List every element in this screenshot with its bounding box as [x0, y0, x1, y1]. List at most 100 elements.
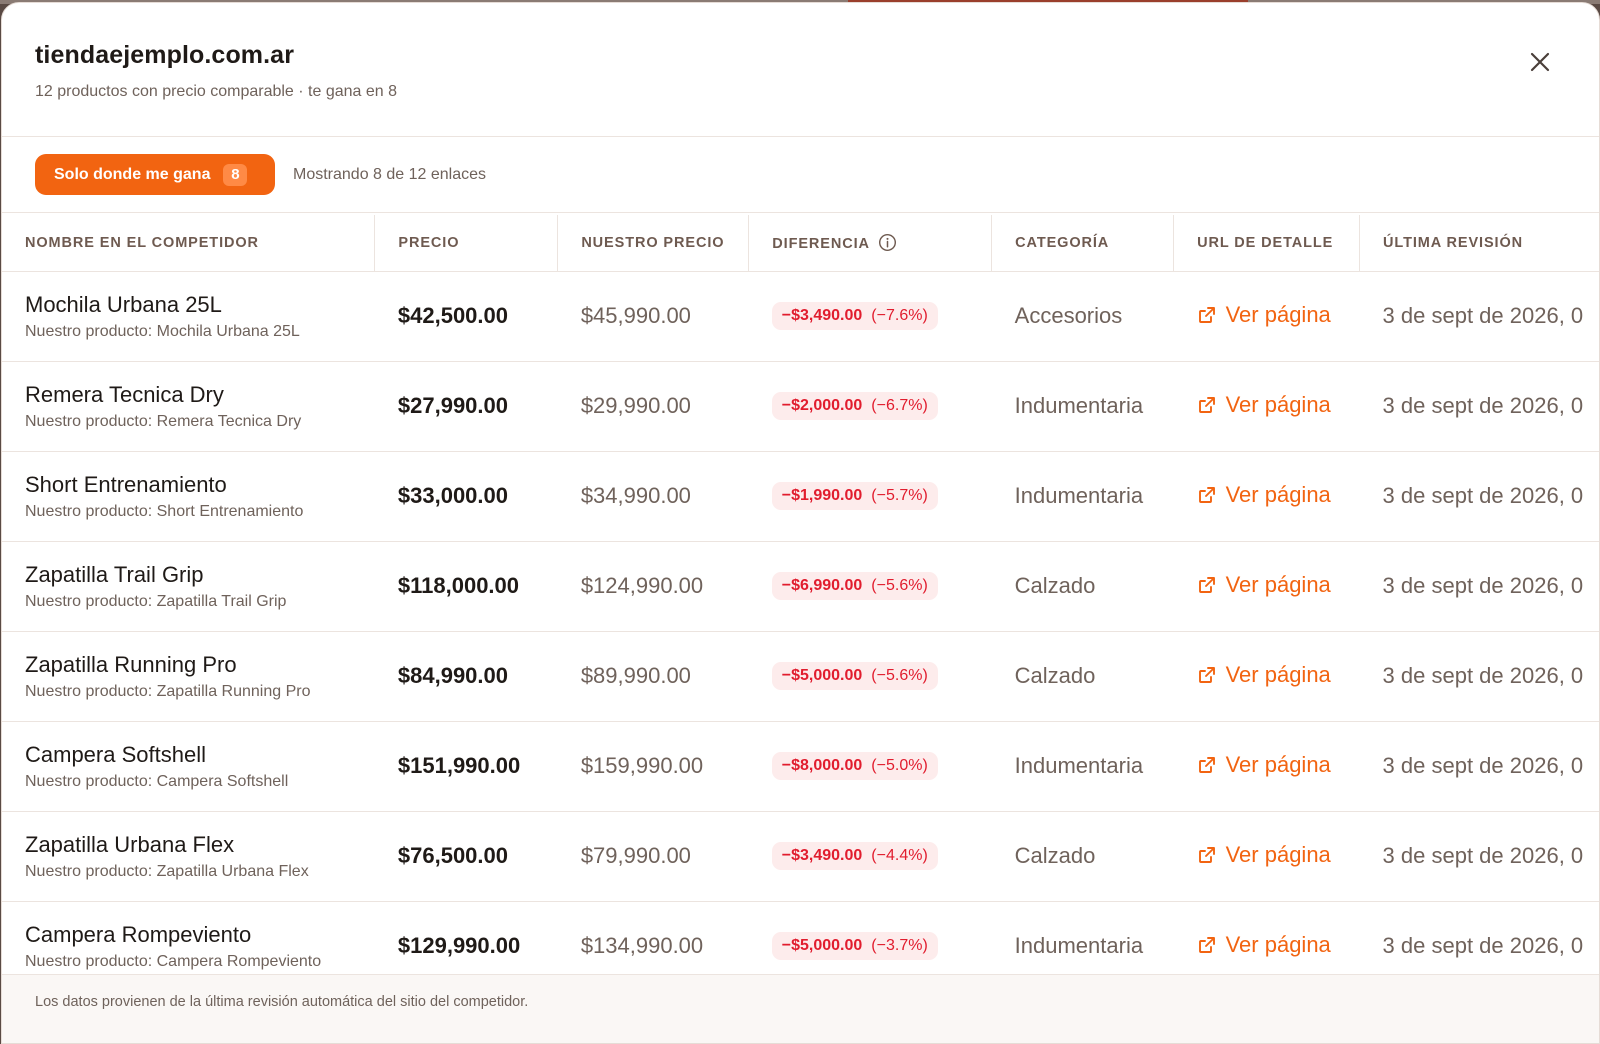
competitor-product-name: Remera Tecnica Dry — [25, 381, 224, 407]
view-page-label: Ver página — [1225, 842, 1331, 867]
table-row[interactable]: Zapatilla Trail Grip Nuestro producto: Z… — [2, 541, 1599, 632]
filter-toggle-button[interactable]: Solo donde me gana 8 — [35, 154, 275, 195]
our-price: $79,990.00 — [580, 843, 691, 868]
cell-name: Remera Tecnica Dry Nuestro producto: Rem… — [2, 361, 375, 452]
column-header-our-price[interactable]: NUESTRO PRECIO — [557, 215, 750, 272]
cell-category: Accesorios — [991, 271, 1174, 362]
competitor-product-name: Short Entrenamiento — [25, 471, 227, 497]
our-price: $134,990.00 — [580, 933, 704, 958]
difference-amount: −$2,000.00 — [781, 397, 863, 414]
difference-badge: −$3,490.00 (−4.4%) — [771, 842, 938, 870]
last-review-date: 3 de sept de 2026, 0 — [1382, 483, 1584, 508]
difference-badge: −$5,000.00 (−5.6%) — [771, 662, 938, 690]
competitor-product-name: Campera Softshell — [25, 741, 206, 767]
difference-amount: −$3,490.00 — [781, 307, 863, 324]
difference-amount: −$6,990.00 — [781, 577, 863, 594]
our-price: $124,990.00 — [580, 573, 704, 598]
view-page-label: Ver página — [1225, 662, 1331, 687]
cell-category: Calzado — [991, 541, 1174, 632]
column-header-price[interactable]: PRECIO — [374, 215, 559, 272]
difference-amount: −$1,990.00 — [781, 487, 863, 504]
competitor-price: $84,990.00 — [397, 663, 508, 688]
external-link-icon — [1198, 757, 1215, 773]
table-row[interactable]: Remera Tecnica Dry Nuestro producto: Rem… — [2, 361, 1599, 452]
column-header-last-review[interactable]: ÚLTIMA REVISIÓN — [1359, 215, 1599, 272]
view-page-label: Ver página — [1225, 302, 1331, 327]
column-header-difference[interactable]: DIFERENCIA — [748, 215, 993, 272]
column-header-category[interactable]: CATEGORÍA — [991, 215, 1175, 272]
column-header-name[interactable]: NOMBRE EN EL COMPETIDOR — [2, 215, 376, 272]
view-page-link[interactable]: Ver página — [1197, 302, 1331, 328]
difference-percent: (−5.0%) — [871, 757, 928, 774]
last-review-date: 3 de sept de 2026, 0 — [1382, 573, 1584, 598]
cell-name: Short Entrenamiento Nuestro producto: Sh… — [2, 451, 375, 542]
cell-last-review: 3 de sept de 2026, 0 — [1359, 721, 1599, 812]
cell-last-review: 3 de sept de 2026, 0 — [1359, 541, 1599, 632]
view-page-link[interactable]: Ver página — [1197, 752, 1331, 778]
category-label: Indumentaria — [1014, 933, 1144, 958]
category-label: Calzado — [1014, 573, 1096, 598]
difference-percent: (−3.7%) — [871, 937, 928, 954]
close-icon — [1530, 52, 1550, 72]
difference-badge: −$1,990.00 (−5.7%) — [771, 482, 938, 510]
external-link-icon — [1198, 937, 1215, 953]
filter-toolbar: Solo donde me gana 8 Mostrando 8 de 12 e… — [2, 137, 1599, 213]
column-header-url[interactable]: URL DE DETALLE — [1173, 215, 1361, 272]
cell-url: Ver página — [1173, 811, 1360, 902]
table-row[interactable]: Mochila Urbana 25L Nuestro producto: Moc… — [2, 271, 1599, 362]
table-row[interactable]: Campera Softshell Nuestro producto: Camp… — [2, 721, 1599, 812]
difference-amount: −$3,490.00 — [781, 847, 863, 864]
cell-url: Ver página — [1173, 631, 1360, 722]
cell-url: Ver página — [1173, 451, 1360, 542]
difference-badge: −$5,000.00 (−3.7%) — [771, 932, 938, 960]
external-link-icon — [1198, 667, 1215, 683]
table-row[interactable]: Short Entrenamiento Nuestro producto: Sh… — [2, 451, 1599, 542]
view-page-link[interactable]: Ver página — [1197, 662, 1331, 688]
difference-amount: −$5,000.00 — [781, 937, 863, 954]
our-product-name: Nuestro producto: Remera Tecnica Dry — [25, 412, 302, 430]
page-subtitle: 12 productos con precio comparable · te … — [35, 83, 398, 100]
cell-our-price: $124,990.00 — [557, 541, 749, 632]
difference-percent: (−7.6%) — [871, 307, 928, 324]
close-button[interactable] — [1527, 49, 1553, 75]
info-icon[interactable] — [878, 233, 897, 252]
cell-name: Campera Softshell Nuestro producto: Camp… — [2, 721, 375, 812]
cell-url: Ver página — [1173, 361, 1360, 452]
view-page-link[interactable]: Ver página — [1197, 932, 1331, 958]
cell-name: Zapatilla Running Pro Nuestro producto: … — [2, 631, 375, 722]
cell-our-price: $89,990.00 — [557, 631, 749, 722]
external-link-icon — [1198, 847, 1215, 863]
table-row[interactable]: Zapatilla Running Pro Nuestro producto: … — [2, 631, 1599, 722]
cell-url: Ver página — [1173, 271, 1360, 362]
difference-percent: (−5.7%) — [871, 487, 928, 504]
cell-name: Mochila Urbana 25L Nuestro producto: Moc… — [2, 271, 375, 362]
cell-difference: −$6,990.00 (−5.6%) — [748, 541, 992, 632]
difference-badge: −$3,490.00 (−7.6%) — [771, 302, 938, 330]
cell-our-price: $29,990.00 — [557, 361, 749, 452]
footer-note: Los datos provienen de la última revisió… — [35, 994, 529, 1010]
table-row[interactable]: Zapatilla Urbana Flex Nuestro producto: … — [2, 811, 1599, 902]
our-product-name: Nuestro producto: Campera Rompeviento — [25, 952, 322, 970]
last-review-date: 3 de sept de 2026, 0 — [1382, 933, 1584, 958]
cell-price: $76,500.00 — [374, 811, 558, 902]
cell-price: $27,990.00 — [374, 361, 558, 452]
competitor-product-name: Mochila Urbana 25L — [25, 291, 222, 317]
view-page-link[interactable]: Ver página — [1197, 842, 1331, 868]
cell-url: Ver página — [1173, 541, 1360, 632]
competitor-price: $42,500.00 — [397, 303, 508, 328]
view-page-label: Ver página — [1225, 482, 1331, 507]
view-page-link[interactable]: Ver página — [1197, 482, 1331, 508]
cell-category: Indumentaria — [991, 451, 1174, 542]
our-product-name: Nuestro producto: Mochila Urbana 25L — [25, 322, 300, 340]
cell-name: Zapatilla Urbana Flex Nuestro producto: … — [2, 811, 375, 902]
view-page-link[interactable]: Ver página — [1197, 572, 1331, 598]
category-label: Indumentaria — [1014, 753, 1144, 778]
competitor-price: $151,990.00 — [397, 753, 521, 778]
our-price: $34,990.00 — [580, 483, 691, 508]
cell-difference: −$5,000.00 (−5.6%) — [748, 631, 992, 722]
view-page-label: Ver página — [1225, 392, 1331, 417]
cell-price: $42,500.00 — [374, 271, 558, 362]
our-product-name: Nuestro producto: Zapatilla Trail Grip — [25, 592, 287, 610]
cell-url: Ver página — [1173, 721, 1360, 812]
view-page-link[interactable]: Ver página — [1197, 392, 1331, 418]
